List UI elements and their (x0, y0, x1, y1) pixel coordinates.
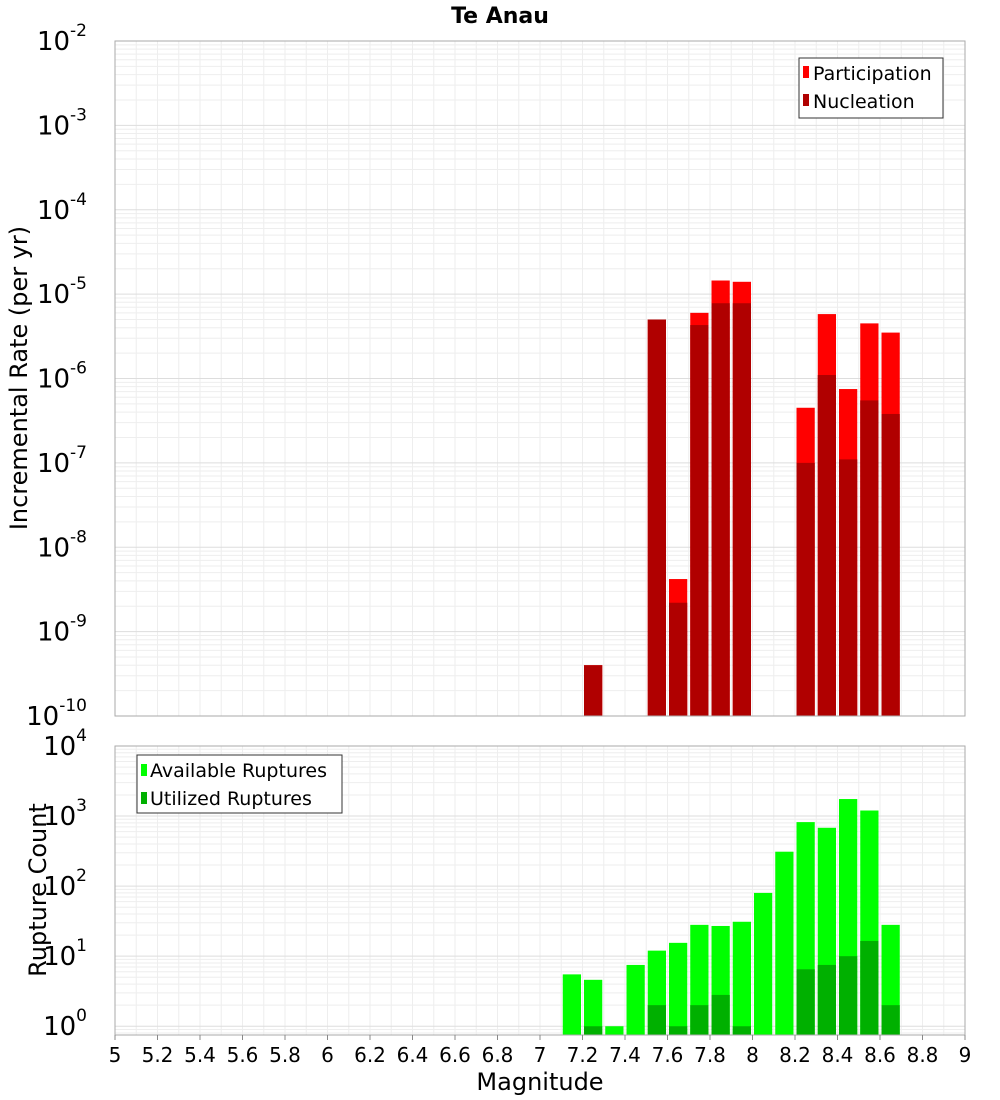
chart-title: Te Anau (451, 4, 549, 29)
utilized-bar (732, 1026, 751, 1035)
nucleation-bar (860, 400, 879, 716)
rate-y-tick-label: 10-8 (37, 527, 87, 563)
nucleation-bar (796, 462, 815, 716)
rate-y-tick-label: 10-9 (37, 612, 87, 648)
nucleation-bar (584, 665, 603, 716)
x-tick-label: 7.2 (567, 1043, 599, 1067)
count-y-ticks: 100 101 102 103 104 (43, 726, 87, 1042)
utilized-bar (690, 1005, 709, 1035)
participation-legend-swatch (803, 66, 809, 78)
count-legend-box (136, 754, 343, 814)
x-tick-label: 5.6 (227, 1043, 259, 1067)
x-tick-label: 5.8 (269, 1043, 301, 1067)
rate-panel: 10-10 10-9 10-8 10-7 10-6 10-5 10-4 10-3 10-2 In… (5, 21, 966, 732)
rate-y-tick-label: 10-6 (37, 359, 87, 395)
available-bar (626, 964, 645, 1035)
count-legend: Available Ruptures Utilized Ruptures (136, 754, 343, 814)
nucleation-bar (669, 602, 688, 716)
count-y-tick-label: 100 (43, 1006, 87, 1042)
x-axis-label: Magnitude (476, 1068, 603, 1096)
x-tick-label: 6.2 (354, 1043, 386, 1067)
x-tick-label: 6.6 (439, 1043, 471, 1067)
rate-y-ticks: 10-10 10-9 10-8 10-7 10-6 10-5 10-4 10-3 10-2 (26, 21, 87, 732)
utilized-bar (669, 1026, 688, 1035)
x-tick-label: 6.8 (482, 1043, 514, 1067)
count-panel: 100 101 102 103 104 5 5.2 5.4 5.6 5.8 6 6.2 6.4 6.6 6… (24, 726, 971, 1096)
x-tick-label: 5 (109, 1043, 122, 1067)
available-bar (562, 974, 581, 1035)
nucleation-bar (690, 325, 709, 716)
available-bar (584, 979, 603, 1035)
utilized-bar (839, 956, 858, 1035)
x-tick-label: 7.8 (694, 1043, 726, 1067)
available-bar (775, 851, 794, 1035)
x-tick-label: 5.2 (142, 1043, 174, 1067)
utilized-legend-label: Utilized Ruptures (150, 788, 312, 810)
x-tick-label: 7.6 (652, 1043, 684, 1067)
rate-y-tick-label: 10-5 (37, 274, 87, 310)
rate-legend: Participation Nucleation (798, 57, 944, 119)
x-tick-label: 7.4 (609, 1043, 641, 1067)
rate-grid (114, 41, 966, 717)
utilized-bar (860, 940, 879, 1035)
utilized-bar (711, 994, 730, 1035)
count-x-ticks: 5 5.2 5.4 5.6 5.8 6 6.2 6.4 6.6 6.8 7 7.2 7.4 7.6 7.8 8… (109, 1035, 972, 1067)
x-tick-label: 9 (959, 1043, 972, 1067)
rate-y-tick-label: 10-2 (37, 21, 87, 57)
x-tick-label: 5.4 (184, 1043, 216, 1067)
count-y-tick-label: 103 (43, 796, 87, 832)
nucleation-legend-label: Nucleation (813, 91, 915, 113)
x-tick-label: 8 (746, 1043, 759, 1067)
participation-legend-label: Participation (813, 63, 932, 85)
x-tick-label: 8.2 (779, 1043, 811, 1067)
count-y-axis-label: Rupture Count (24, 803, 52, 977)
utilized-bar (817, 964, 836, 1035)
utilized-bar (647, 1005, 666, 1035)
nucleation-bar (711, 303, 730, 716)
available-bar (669, 942, 688, 1035)
count-y-tick-label: 101 (43, 936, 87, 972)
nucleation-bar (839, 459, 858, 716)
x-tick-label: 6 (321, 1043, 334, 1067)
utilized-bar (584, 1026, 603, 1035)
utilized-bar (796, 969, 815, 1035)
x-tick-label: 8.8 (907, 1043, 939, 1067)
count-y-tick-label: 104 (43, 726, 87, 762)
available-bar (605, 1026, 624, 1035)
available-legend-swatch (141, 764, 147, 776)
rate-y-tick-label: 10-4 (37, 190, 87, 226)
rate-legend-box (798, 57, 944, 119)
x-tick-label: 7 (534, 1043, 547, 1067)
utilized-legend-swatch (141, 792, 147, 804)
nucleation-bar (732, 303, 751, 716)
available-bar (754, 892, 773, 1035)
x-tick-label: 6.4 (397, 1043, 429, 1067)
x-tick-label: 8.6 (864, 1043, 896, 1067)
nucleation-bar (817, 375, 836, 716)
count-bars (562, 799, 900, 1035)
rate-y-axis-label: Incremental Rate (per yr) (5, 226, 33, 530)
nucleation-bar (881, 413, 900, 716)
rate-y-tick-label: 10-10 (26, 696, 87, 732)
available-bar (732, 921, 751, 1035)
nucleation-legend-swatch (803, 94, 809, 106)
x-tick-label: 8.4 (822, 1043, 854, 1067)
utilized-bar (881, 1005, 900, 1035)
rate-y-tick-label: 10-7 (37, 443, 87, 479)
rate-y-tick-label: 10-3 (37, 105, 87, 141)
available-legend-label: Available Ruptures (150, 760, 327, 782)
rate-plot-frame (114, 40, 966, 717)
rate-bars (584, 280, 900, 716)
count-y-tick-label: 102 (43, 866, 87, 902)
nucleation-bar (647, 319, 666, 716)
